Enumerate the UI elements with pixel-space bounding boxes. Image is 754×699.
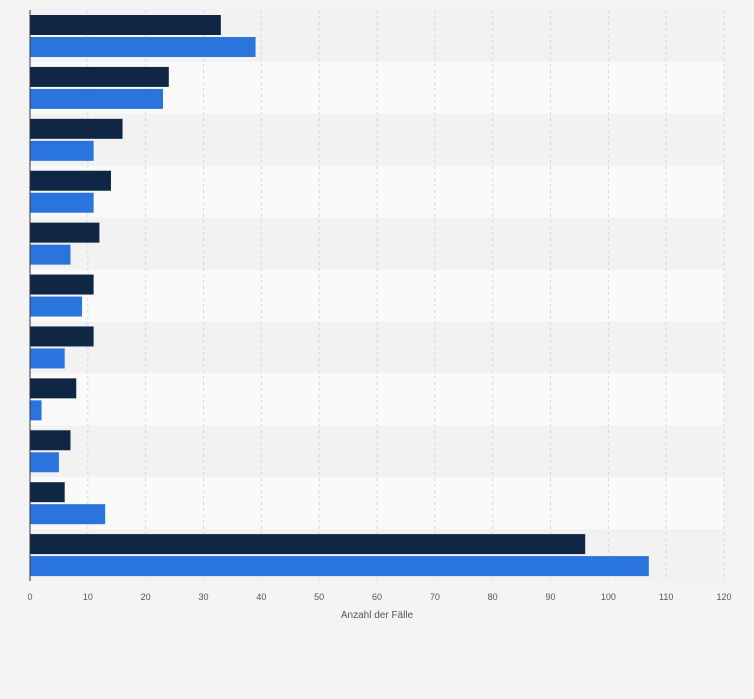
bar-series-1 [30, 15, 221, 35]
bar-series-1 [30, 274, 94, 295]
x-axis-title: Anzahl der Fälle [341, 610, 414, 621]
x-tick-label: 60 [372, 592, 382, 602]
x-tick-label: 80 [488, 592, 498, 602]
x-tick-label: 120 [716, 592, 731, 602]
bar-series-1 [30, 118, 123, 139]
row-band [30, 425, 724, 478]
row-band [30, 373, 724, 426]
x-tick-label: 70 [430, 592, 440, 602]
bar-series-2 [30, 88, 164, 109]
bar-series-2 [30, 192, 94, 213]
x-tick-label: 20 [141, 592, 151, 602]
bar-series-1 [30, 378, 77, 399]
bar-series-2 [30, 244, 71, 265]
x-tick-label: 110 [659, 592, 673, 602]
bar-series-1 [30, 534, 586, 555]
row-band [30, 269, 724, 322]
bar-series-2 [30, 556, 649, 577]
bar-series-2 [30, 400, 42, 421]
bar-series-1 [30, 430, 71, 451]
x-axis-ticks: 0 10 20 30 40 50 60 70 80 90 100 110 120 [27, 592, 731, 602]
bar-series-1 [30, 222, 100, 243]
gridlines [87, 10, 725, 581]
bar-series-2 [30, 452, 59, 473]
x-tick-label: 30 [198, 592, 208, 602]
bar-series-2 [30, 37, 256, 57]
bar-series-2 [30, 140, 94, 161]
bar-series-2 [30, 504, 106, 525]
bar-series-1 [30, 170, 111, 191]
bar-series-1 [30, 326, 94, 347]
x-tick-label: 40 [256, 592, 266, 602]
bar-series-1 [30, 66, 169, 87]
x-tick-label: 10 [83, 592, 93, 602]
x-tick-label: 50 [314, 592, 324, 602]
bar-series-2 [30, 348, 65, 369]
x-tick-label: 90 [545, 592, 555, 602]
bar-series-1 [30, 482, 65, 503]
x-tick-label: 0 [27, 592, 32, 602]
bar-series-2 [30, 296, 83, 317]
row-band [30, 113, 724, 166]
x-tick-label: 100 [601, 592, 616, 602]
row-band [30, 217, 724, 270]
bars [30, 15, 649, 577]
